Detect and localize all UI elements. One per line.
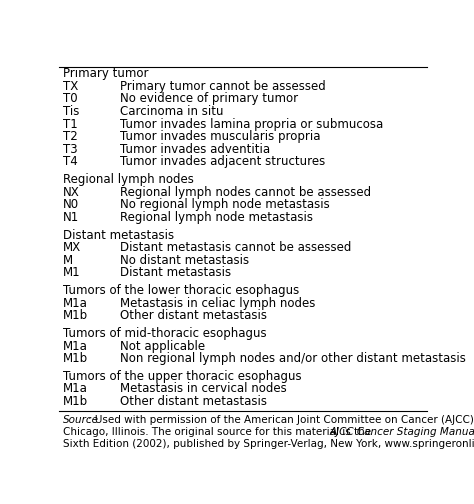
Text: M1: M1 (63, 266, 81, 279)
Text: Not applicable: Not applicable (120, 340, 205, 352)
Text: Tumors of the upper thoracic esophagus: Tumors of the upper thoracic esophagus (63, 370, 301, 383)
Text: Tumors of the lower thoracic esophagus: Tumors of the lower thoracic esophagus (63, 284, 299, 297)
Text: Distant metastasis: Distant metastasis (120, 266, 231, 279)
Text: Primary tumor: Primary tumor (63, 67, 148, 80)
Text: Tumor invades lamina propria or submucosa: Tumor invades lamina propria or submucos… (120, 117, 383, 131)
Text: T3: T3 (63, 143, 78, 156)
Text: Metastasis in cervical nodes: Metastasis in cervical nodes (120, 383, 287, 396)
Text: T2: T2 (63, 130, 78, 143)
Text: T1: T1 (63, 117, 78, 131)
Text: Source: Source (63, 415, 99, 425)
Text: Distant metastasis: Distant metastasis (63, 228, 174, 241)
Text: MX: MX (63, 241, 81, 254)
Text: M1a: M1a (63, 383, 88, 396)
Text: M: M (63, 254, 73, 267)
Text: T4: T4 (63, 155, 78, 168)
Text: Non regional lymph nodes and/or other distant metastasis: Non regional lymph nodes and/or other di… (120, 352, 466, 365)
Text: : Used with permission of the American Joint Committee on Cancer (AJCC),: : Used with permission of the American J… (88, 415, 474, 425)
Text: N1: N1 (63, 211, 79, 224)
Text: Tumor invades adventitia: Tumor invades adventitia (120, 143, 270, 156)
Text: Chicago, Illinois. The original source for this material is the: Chicago, Illinois. The original source f… (63, 427, 374, 437)
Text: TX: TX (63, 80, 78, 93)
Text: Sixth Edition (2002), published by Springer-Verlag, New York, www.springeronline: Sixth Edition (2002), published by Sprin… (63, 438, 474, 449)
Text: Regional lymph nodes cannot be assessed: Regional lymph nodes cannot be assessed (120, 185, 371, 199)
Text: M1b: M1b (63, 352, 88, 365)
Text: Tis: Tis (63, 105, 79, 118)
Text: M1b: M1b (63, 309, 88, 322)
Text: Primary tumor cannot be assessed: Primary tumor cannot be assessed (120, 80, 326, 93)
Text: N0: N0 (63, 198, 79, 211)
Text: Other distant metastasis: Other distant metastasis (120, 395, 267, 408)
Text: No regional lymph node metastasis: No regional lymph node metastasis (120, 198, 329, 211)
Text: NX: NX (63, 185, 80, 199)
Text: M1b: M1b (63, 395, 88, 408)
Text: AJCC Cancer Staging Manual: AJCC Cancer Staging Manual (329, 427, 474, 437)
Text: Regional lymph node metastasis: Regional lymph node metastasis (120, 211, 313, 224)
Text: Metastasis in celiac lymph nodes: Metastasis in celiac lymph nodes (120, 297, 315, 309)
Text: Tumors of mid-thoracic esophagus: Tumors of mid-thoracic esophagus (63, 327, 266, 340)
Text: No evidence of primary tumor: No evidence of primary tumor (120, 92, 298, 105)
Text: M1a: M1a (63, 297, 88, 309)
Text: Distant metastasis cannot be assessed: Distant metastasis cannot be assessed (120, 241, 351, 254)
Text: Regional lymph nodes: Regional lymph nodes (63, 173, 194, 186)
Text: No distant metastasis: No distant metastasis (120, 254, 249, 267)
Text: Tumor invades adjacent structures: Tumor invades adjacent structures (120, 155, 325, 168)
Text: Tumor invades muscularis propria: Tumor invades muscularis propria (120, 130, 320, 143)
Text: T0: T0 (63, 92, 78, 105)
Text: M1a: M1a (63, 340, 88, 352)
Text: Other distant metastasis: Other distant metastasis (120, 309, 267, 322)
Text: Carcinoma in situ: Carcinoma in situ (120, 105, 223, 118)
